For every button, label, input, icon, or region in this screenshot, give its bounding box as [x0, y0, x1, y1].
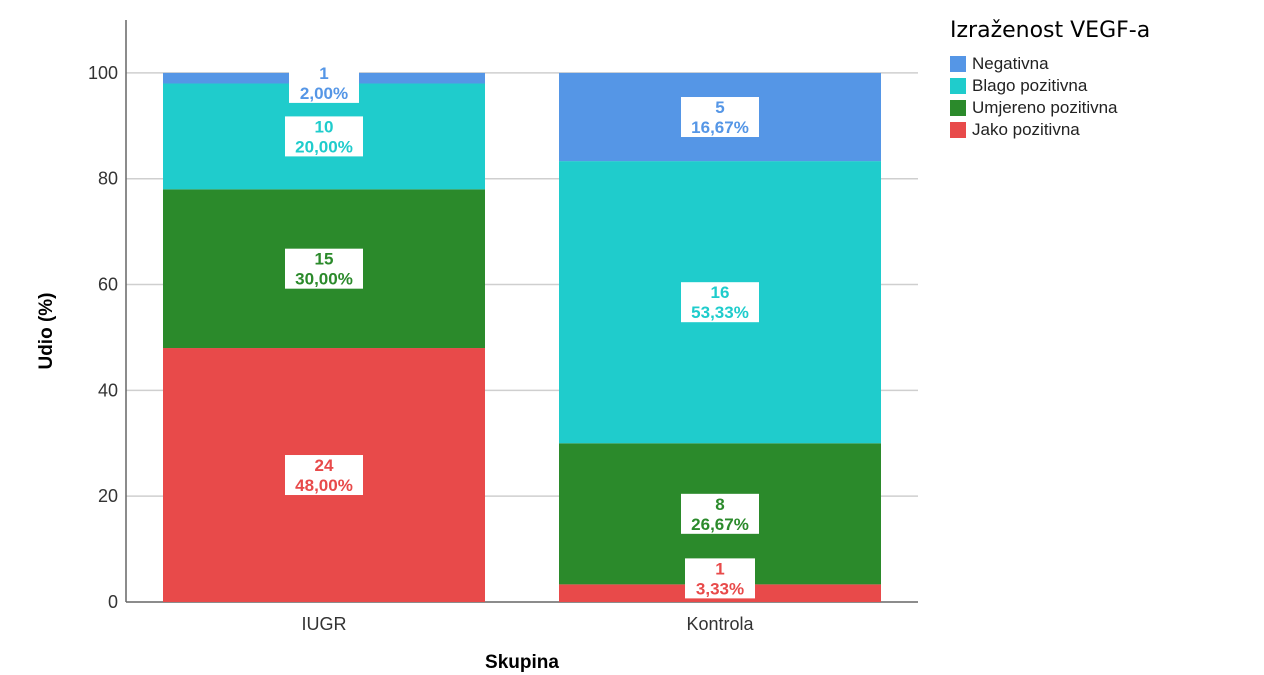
- data-label-count: 8: [715, 495, 724, 514]
- x-tick-label: IUGR: [302, 614, 347, 634]
- y-tick-label: 0: [108, 592, 118, 612]
- data-label-percent: 2,00%: [300, 84, 348, 103]
- data-label-box: [289, 62, 359, 103]
- legend-title: Izraženost VEGF-a: [950, 18, 1151, 43]
- data-label-box: [285, 248, 363, 289]
- legend-swatch: [950, 78, 966, 94]
- data-label-count: 1: [319, 64, 328, 83]
- legend-swatch: [950, 122, 966, 138]
- x-axis-title: Skupina: [485, 652, 559, 673]
- data-label-count: 15: [315, 250, 334, 269]
- legend-label: Umjereno pozitivna: [972, 98, 1118, 117]
- data-label-box: [681, 282, 759, 323]
- y-tick-label: 40: [98, 380, 118, 400]
- data-label-box: [285, 455, 363, 496]
- y-tick-label: 20: [98, 486, 118, 506]
- legend-items: Negativna Blago pozitivna Umjereno pozitiv…: [950, 53, 1150, 141]
- legend-label: Jako pozitivna: [972, 120, 1080, 139]
- x-tick-label: Kontrola: [686, 614, 754, 634]
- y-tick-label: 60: [98, 275, 118, 295]
- data-label-percent: 53,33%: [691, 303, 749, 322]
- legend: Izraženost VEGF-a Negativna Blago pozitiv…: [950, 18, 1150, 141]
- data-label-count: 1: [715, 559, 724, 578]
- data-label-box: [285, 116, 363, 157]
- data-label-percent: 20,00%: [295, 137, 353, 156]
- data-label-percent: 16,67%: [691, 118, 749, 137]
- data-label-box: [685, 558, 755, 599]
- legend-item: Blago pozitivna: [950, 75, 1150, 97]
- legend-swatch: [950, 56, 966, 72]
- legend-item: Negativna: [950, 53, 1150, 75]
- legend-label: Blago pozitivna: [972, 76, 1088, 95]
- data-label-count: 16: [711, 283, 730, 302]
- data-label-count: 10: [315, 117, 334, 136]
- y-tick-label: 80: [98, 169, 118, 189]
- y-tick-label: 100: [88, 63, 118, 83]
- legend-swatch: [950, 100, 966, 116]
- y-axis-title: Udio (%): [36, 292, 57, 369]
- data-label-count: 24: [315, 456, 334, 475]
- data-label-percent: 48,00%: [295, 476, 353, 495]
- legend-label: Negativna: [972, 54, 1049, 73]
- legend-item: Jako pozitivna: [950, 119, 1150, 141]
- data-label-count: 5: [715, 98, 724, 117]
- legend-item: Umjereno pozitivna: [950, 97, 1150, 119]
- data-label-percent: 26,67%: [691, 515, 749, 534]
- data-label-percent: 30,00%: [295, 270, 353, 289]
- data-label-box: [681, 97, 759, 138]
- data-label-box: [681, 493, 759, 534]
- data-label-percent: 3,33%: [696, 579, 744, 598]
